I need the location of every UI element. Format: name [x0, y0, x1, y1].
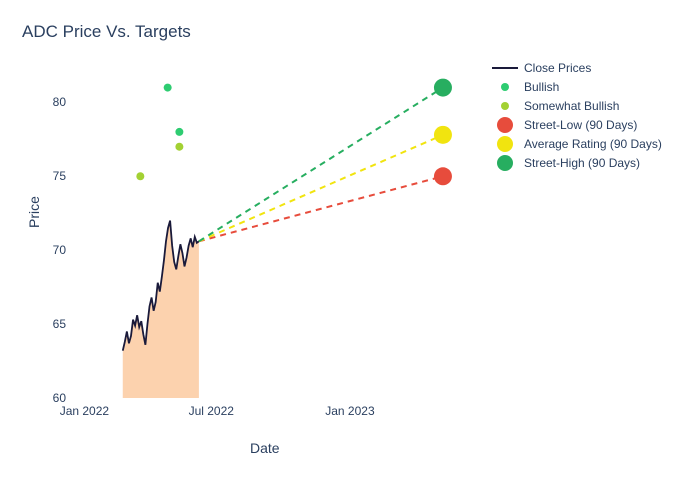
y-axis-label: Price	[26, 196, 42, 228]
legend-label: Street-High (90 Days)	[524, 156, 640, 170]
legend-item[interactable]: Street-High (90 Days)	[492, 153, 662, 172]
legend-label: Bullish	[524, 80, 559, 94]
legend-line-marker	[492, 67, 518, 69]
bullish-point	[175, 128, 183, 136]
legend-dot-marker	[501, 102, 509, 110]
legend-label: Somewhat Bullish	[524, 99, 619, 113]
somewhat-bullish-point	[175, 143, 183, 151]
legend-item[interactable]: Close Prices	[492, 58, 662, 77]
somewhat-bullish-point	[136, 172, 144, 180]
legend-item[interactable]: Street-Low (90 Days)	[492, 115, 662, 134]
chart-svg	[72, 58, 482, 398]
y-tick-label: 80	[53, 95, 66, 109]
x-axis-label: Date	[250, 440, 280, 456]
y-tick-label: 65	[53, 317, 66, 331]
y-tick-label: 60	[53, 391, 66, 405]
legend-dot-marker	[497, 155, 513, 171]
legend-label: Close Prices	[524, 61, 591, 75]
x-tick-label: Jul 2022	[189, 404, 234, 418]
target-dot-average	[434, 126, 452, 144]
target-dot-street_high	[434, 79, 452, 97]
y-tick-label: 70	[53, 243, 66, 257]
bullish-point	[164, 84, 172, 92]
chart-title: ADC Price Vs. Targets	[22, 22, 191, 42]
legend-item[interactable]: Average Rating (90 Days)	[492, 134, 662, 153]
legend-item[interactable]: Bullish	[492, 77, 662, 96]
legend: Close Prices Bullish Somewhat Bullish Stree…	[492, 58, 662, 172]
y-tick-label: 75	[53, 169, 66, 183]
target-line-street_high	[199, 88, 443, 242]
legend-label: Average Rating (90 Days)	[524, 137, 662, 151]
target-line-street_low	[199, 176, 443, 241]
x-tick-label: Jan 2022	[60, 404, 109, 418]
target-line-average	[199, 135, 443, 241]
legend-dot-marker	[501, 83, 509, 91]
legend-label: Street-Low (90 Days)	[524, 118, 637, 132]
legend-dot-marker	[497, 136, 513, 152]
legend-item[interactable]: Somewhat Bullish	[492, 96, 662, 115]
x-tick-label: Jan 2023	[325, 404, 374, 418]
target-dot-street_low	[434, 167, 452, 185]
legend-dot-marker	[497, 117, 513, 133]
plot-area	[72, 58, 482, 398]
